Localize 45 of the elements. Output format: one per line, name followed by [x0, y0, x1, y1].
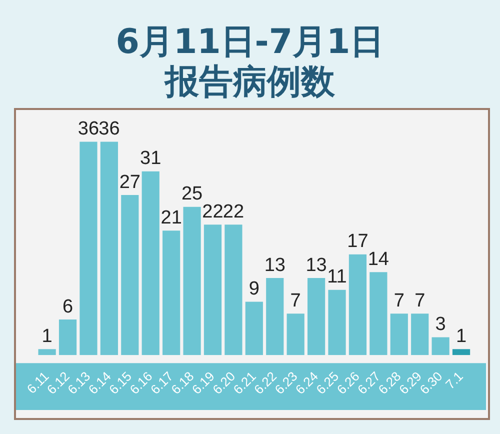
data-label: 21: [160, 207, 182, 228]
data-label: 7: [290, 290, 301, 312]
data-label: 27: [119, 172, 140, 193]
data-label: 9: [248, 278, 260, 300]
chart-subtitle: 报告病例数: [163, 62, 336, 102]
bar: [411, 314, 429, 356]
bar: [142, 171, 160, 356]
bar: [286, 314, 304, 356]
bar: [452, 349, 470, 356]
data-label: 36: [98, 118, 120, 140]
bar: [348, 254, 367, 356]
bar: [370, 272, 388, 356]
data-label: 7: [394, 290, 404, 312]
data-label: 1: [456, 326, 467, 347]
chart-title: 6月11日-7月1日: [114, 22, 386, 62]
bar: [266, 278, 284, 356]
bar: [162, 230, 180, 356]
data-label: 31: [140, 148, 162, 170]
data-label: 22: [222, 201, 244, 222]
bar: [183, 206, 201, 356]
bar: [100, 142, 118, 356]
data-label: 22: [202, 201, 224, 222]
x-tick-label: 7.1: [442, 368, 466, 392]
bar: [58, 320, 77, 356]
data-label: 11: [327, 266, 347, 288]
data-label: 13: [264, 254, 286, 276]
bar: [38, 349, 56, 356]
bar: [224, 224, 242, 356]
bar: [307, 278, 326, 356]
data-label: 13: [306, 254, 327, 276]
bar: [121, 195, 139, 356]
bar: [245, 302, 263, 356]
data-label: 3: [435, 314, 446, 336]
bar: [432, 337, 450, 356]
data-label: 17: [347, 231, 368, 252]
bar: [80, 142, 98, 356]
data-label: 6: [62, 296, 74, 318]
data-label: 36: [78, 118, 100, 140]
data-label: 14: [368, 248, 390, 270]
bar: [328, 290, 346, 356]
data-label: 1: [42, 326, 52, 347]
bar: [390, 314, 408, 356]
bar: [204, 224, 222, 356]
data-label: 25: [181, 184, 203, 205]
data-label: 7: [414, 290, 426, 312]
